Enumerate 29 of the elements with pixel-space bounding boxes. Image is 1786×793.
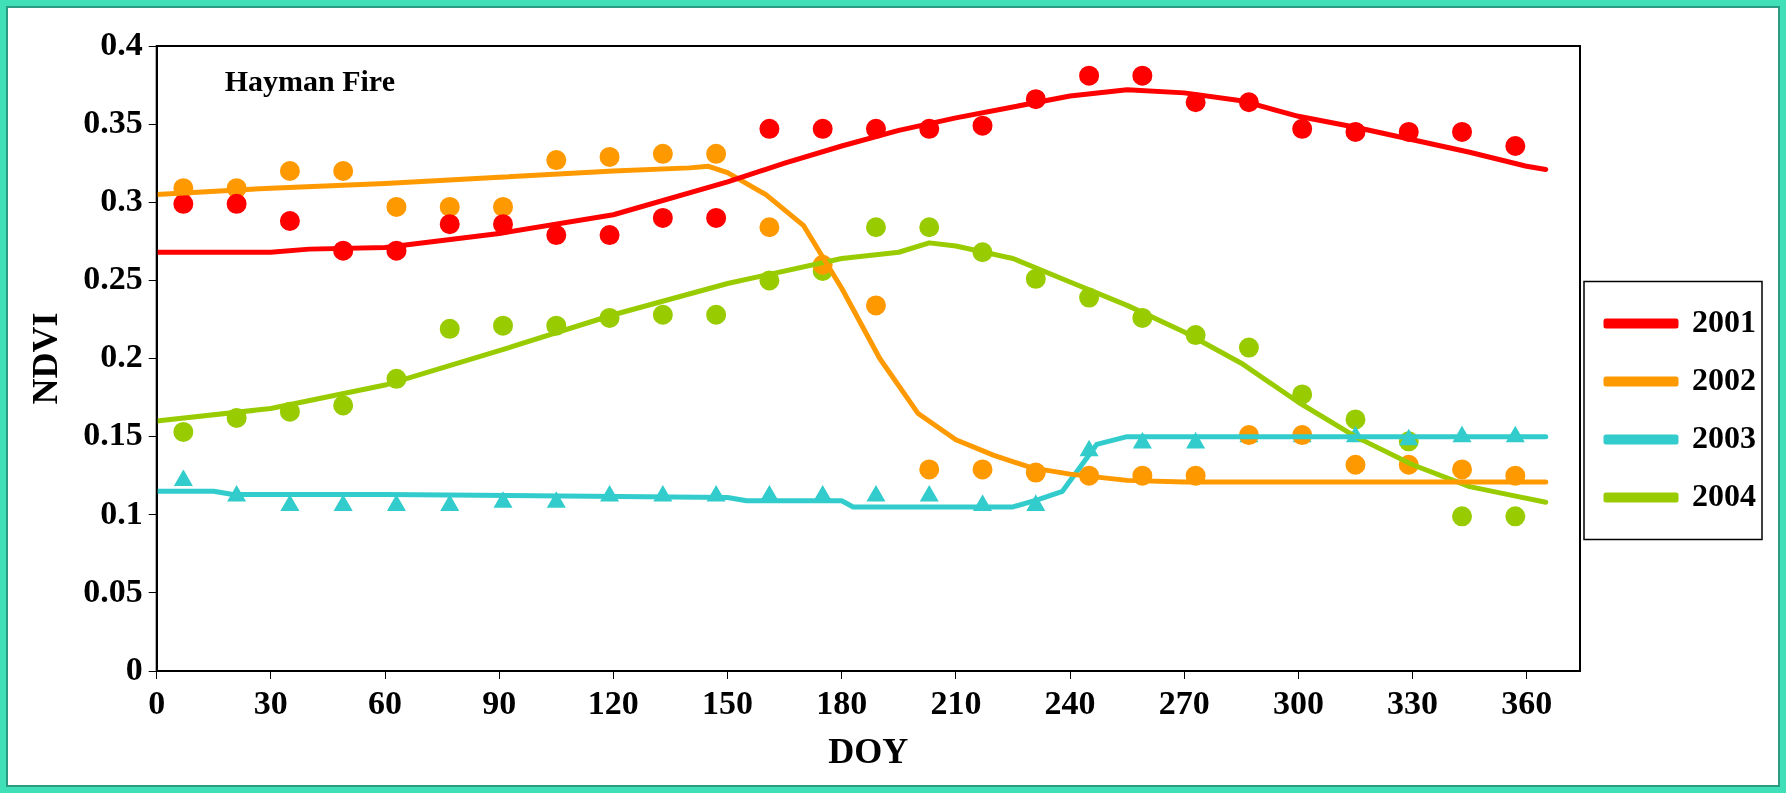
x-tick-label: 150 (702, 684, 754, 722)
y-tick-label: 0.3 (100, 181, 143, 219)
legend-label: 2002 (1692, 360, 1756, 397)
x-tick-label: 120 (587, 684, 639, 722)
y-tick-label: 0.35 (83, 102, 143, 140)
y-tick-label: 0.05 (83, 571, 143, 609)
x-tick-label: 90 (482, 684, 517, 722)
y-tick-label: 0 (125, 649, 143, 687)
x-tick-label: 30 (253, 684, 288, 722)
x-tick-label: 300 (1272, 684, 1324, 722)
x-axis-title: DOY (828, 730, 909, 771)
legend-label: 2003 (1692, 418, 1756, 455)
y-tick-label: 0.25 (83, 259, 143, 297)
x-tick-label: 270 (1158, 684, 1210, 722)
x-tick-label: 330 (1387, 684, 1439, 722)
x-tick-label: 0 (148, 684, 166, 722)
y-tick-label: 0.1 (100, 493, 143, 531)
legend-label: 2004 (1692, 476, 1756, 513)
y-tick-label: 0.15 (83, 415, 143, 453)
x-tick-label: 360 (1501, 684, 1553, 722)
legend-label: 2001 (1692, 302, 1756, 339)
y-tick-label: 0.2 (100, 337, 143, 375)
text: Hayman Fire (224, 63, 395, 97)
y-tick-label: 0.4 (100, 24, 143, 62)
x-tick-label: 240 (1044, 684, 1096, 722)
x-tick-label: 180 (816, 684, 868, 722)
x-tick-label: 210 (930, 684, 982, 722)
x-tick-label: 60 (368, 684, 403, 722)
y-axis-title: NDVI (24, 312, 65, 405)
